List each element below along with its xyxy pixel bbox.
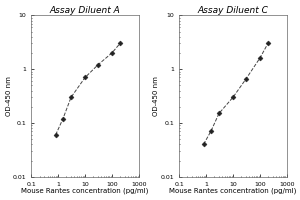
Title: Assay Diluent C: Assay Diluent C <box>198 6 268 15</box>
X-axis label: Mouse Rantes concentration (pg/ml): Mouse Rantes concentration (pg/ml) <box>169 188 297 194</box>
Y-axis label: OD-450 nm: OD-450 nm <box>6 76 12 116</box>
Y-axis label: OD-450 nm: OD-450 nm <box>154 76 160 116</box>
Title: Assay Diluent A: Assay Diluent A <box>50 6 121 15</box>
X-axis label: Mouse Rantes concentration (pg/ml): Mouse Rantes concentration (pg/ml) <box>21 188 149 194</box>
